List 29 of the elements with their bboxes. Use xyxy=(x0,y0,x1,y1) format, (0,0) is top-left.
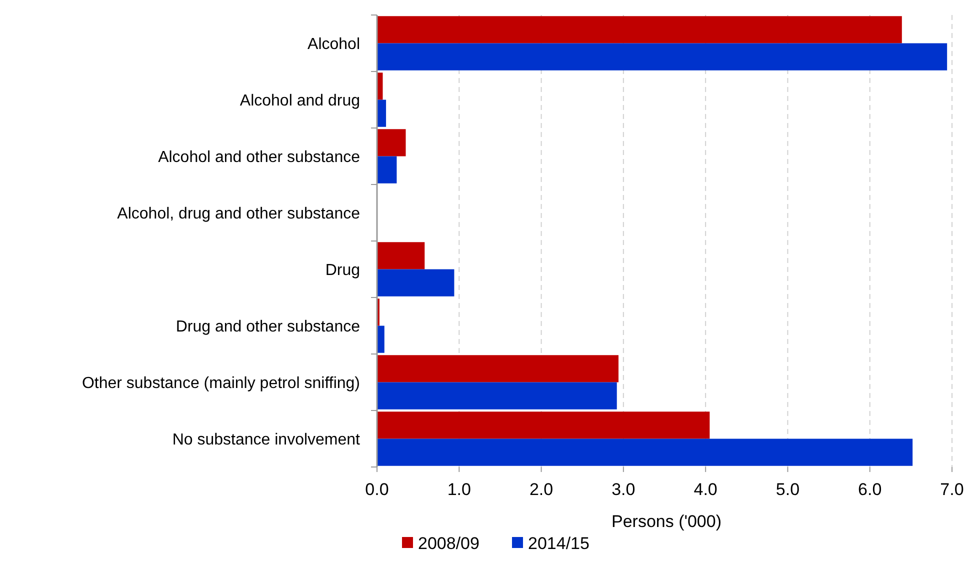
bar xyxy=(377,438,913,466)
y-tick-label: Alcohol and drug xyxy=(240,92,360,110)
bar xyxy=(377,355,618,382)
legend-label: 2008/09 xyxy=(418,534,480,553)
y-tick-label: Alcohol and other substance xyxy=(158,148,360,166)
x-tick-label: 2.0 xyxy=(529,480,554,499)
bar xyxy=(377,16,902,44)
y-tick-label: Alcohol xyxy=(308,36,360,53)
y-tick-label: Drug and other substance xyxy=(176,318,360,336)
x-axis-title: Persons ('000) xyxy=(611,512,722,531)
bar xyxy=(377,269,454,296)
x-tick-label: 7.0 xyxy=(940,480,964,499)
x-tick-label: 5.0 xyxy=(776,480,800,499)
bar xyxy=(377,242,425,270)
x-tick-label: 1.0 xyxy=(447,480,471,499)
legend-label: 2014/15 xyxy=(528,534,590,553)
x-tick-label: 4.0 xyxy=(694,480,718,499)
x-tick-label: 3.0 xyxy=(612,480,636,499)
bar xyxy=(377,382,617,410)
bar xyxy=(377,156,397,184)
bar xyxy=(377,412,710,439)
x-tick-label: 0.0 xyxy=(365,480,389,499)
x-tick-label: 6.0 xyxy=(858,480,882,499)
y-tick-label: Other substance (mainly petrol sniffing) xyxy=(82,374,360,392)
bar xyxy=(377,43,948,70)
y-tick-label: Drug xyxy=(325,262,360,279)
y-tick-label: Alcohol, drug and other substance xyxy=(117,205,360,222)
bar xyxy=(377,129,406,156)
y-tick-label: No substance involvement xyxy=(172,431,361,448)
